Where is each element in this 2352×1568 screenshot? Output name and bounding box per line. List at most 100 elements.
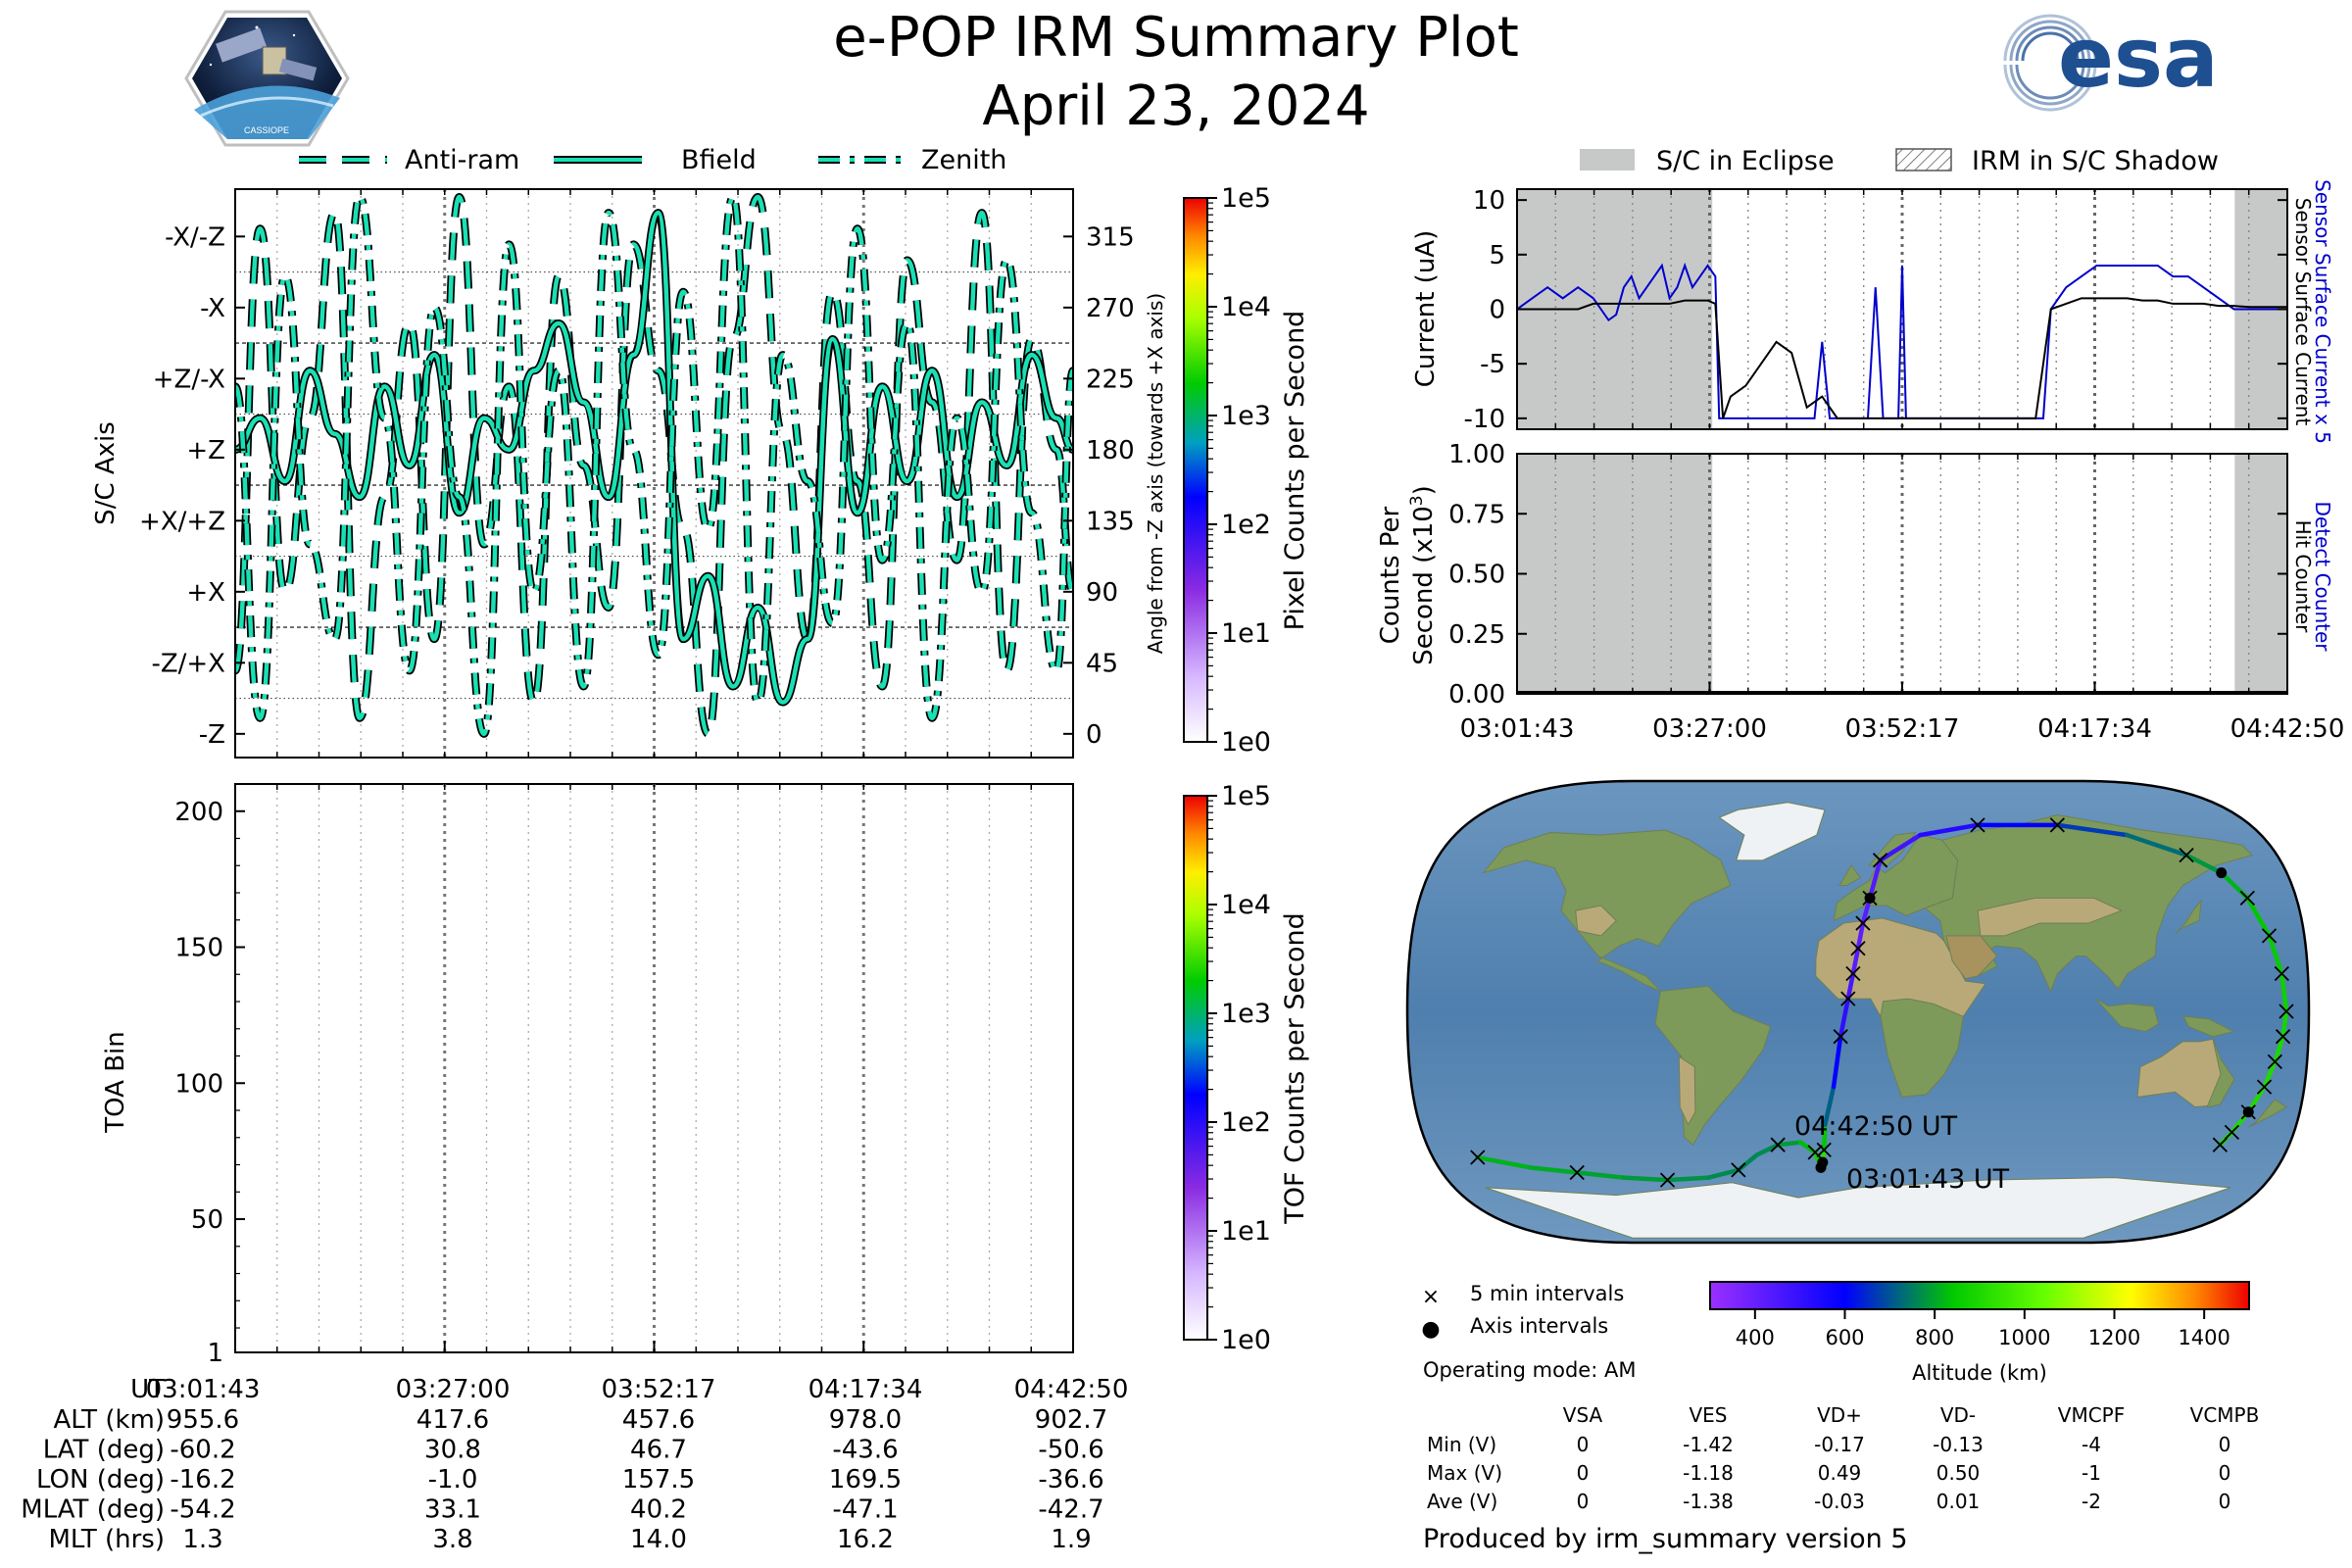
five-min-marker-icon (2049, 817, 2065, 833)
track-segment (1527, 1165, 1580, 1175)
pixel-panel: -X/-Z -X +Z/-X +Z +X/+Z +X -Z/+X -Z 315 270 225 18… (91, 188, 1167, 759)
colorbar-tick-label: 1e1 (1221, 618, 1271, 649)
counts-y-label-line1: Counts Per (1376, 506, 1405, 644)
time-tick-label: 03:27:00 (396, 1375, 511, 1404)
five-min-marker-icon (1850, 941, 1866, 956)
eclipse-region (1517, 454, 1713, 694)
table-cell: -50.6 (1038, 1436, 1103, 1465)
voltage-cell: -1.42 (1683, 1433, 1734, 1456)
track-segment (1845, 971, 1856, 1002)
time-tick-label: 04:42:50 (1014, 1375, 1129, 1404)
track-segment (2183, 853, 2224, 875)
table-cell: 417.6 (416, 1405, 489, 1435)
colorbar-tick-label: 1e0 (1221, 727, 1271, 758)
map-border (1405, 779, 2311, 1245)
voltage-cell: -1 (2082, 1461, 2101, 1485)
track-segment (1775, 1140, 1803, 1148)
table-cell: -60.2 (170, 1436, 235, 1465)
five-min-marker-icon (1845, 965, 1861, 982)
y-tick-label: 50 (191, 1205, 223, 1235)
table-row-label: LAT (deg) (43, 1436, 165, 1465)
colorbar-tick-label: 1e2 (1221, 510, 1271, 540)
time-tick-label: 03:27:00 (1652, 714, 1767, 744)
esa-logo: esa (2001, 10, 2219, 112)
axis-interval-label: Axis intervals (1470, 1314, 1608, 1338)
axis-interval-marker-icon (1817, 1156, 1829, 1168)
voltage-column-header: VD- (1940, 1403, 1976, 1427)
pixel-panel-legend: Anti-ram Bfield Zenith (299, 145, 1006, 175)
y-tick-label-right: 135 (1086, 507, 1135, 536)
altitude-tick-label: 1400 (2178, 1326, 2230, 1349)
track-segment (1821, 1122, 1828, 1152)
colorbar-tick-label: 1e3 (1221, 999, 1271, 1029)
eclipse-legend: S/C in Eclipse IRM in S/C Shadow (1580, 146, 2219, 176)
y-tick-label-right: 225 (1086, 365, 1135, 394)
five-min-marker-icon (2275, 1029, 2291, 1045)
y-tick-label-left: -Z/+X (151, 649, 225, 678)
axis-interval-marker-icon (1864, 892, 1876, 904)
track-segment (1754, 1142, 1781, 1157)
colorbar-tick-label: 1e0 (1221, 1325, 1271, 1355)
voltage-cell: -2 (2082, 1490, 2101, 1513)
voltage-cell: -0.17 (1814, 1433, 1865, 1456)
central-africa (1880, 998, 1964, 1098)
five-min-marker-icon (2212, 1137, 2228, 1152)
track-segment (2262, 1059, 2278, 1090)
voltage-column-header: VES (1689, 1403, 1727, 1427)
operating-mode: Operating mode: AM (1423, 1358, 1636, 1382)
table-cell: 1.3 (182, 1525, 222, 1554)
footer-note: Produced by irm_summary version 5 (1423, 1524, 1908, 1554)
new-guinea (2182, 1015, 2235, 1038)
legend-label: S/C in Eclipse (1656, 146, 1835, 176)
track-segment (2279, 971, 2289, 1014)
table-cell: 157.5 (622, 1465, 695, 1494)
track-segment (2267, 933, 2284, 976)
track-segment (1706, 1167, 1741, 1180)
voltage-cell: 0.49 (1818, 1461, 1862, 1485)
track-segment (1855, 920, 1866, 952)
y-tick-label-left: +X/+Z (139, 507, 225, 536)
voltage-cell: 0 (1577, 1490, 1590, 1513)
y-tick-label: 0.25 (1448, 620, 1505, 650)
y-tick-label-right: 180 (1086, 436, 1135, 466)
five-min-marker-icon (1731, 1162, 1746, 1178)
time-tick-label: 04:17:34 (808, 1375, 923, 1404)
axis-interval-marker-icon (2242, 1106, 2254, 1118)
pixel-y-label: S/C Axis (91, 421, 121, 525)
voltage-column-header: VSA (1563, 1403, 1603, 1427)
y-tick-label: 5 (1489, 241, 1505, 270)
cassiope-logo-text: CASSIOPE (244, 125, 289, 135)
voltage-cell: 0 (2219, 1461, 2231, 1485)
ground-track-map: 04:42:50 UT 03:01:43 UT (1405, 779, 2311, 1245)
voltage-cell: -4 (2082, 1433, 2101, 1456)
voltage-row-label: Max (V) (1427, 1461, 1502, 1485)
table-cell: -47.1 (832, 1495, 898, 1525)
axis-interval-marker-icon (2216, 867, 2228, 879)
five-min-marker-icon (2278, 1004, 2294, 1019)
y-tick-label-left: -Z (199, 720, 225, 750)
time-tick-label: 03:01:43 (146, 1375, 261, 1404)
y-tick-label: 0.00 (1448, 680, 1505, 710)
y-tick-label: 150 (174, 934, 223, 963)
altitude-colorbar: 400 600 800 1000 1200 1400 Altitude (km) (1709, 1281, 2250, 1385)
map-legend: × 5 min intervals ● Axis intervals Opera… (1421, 1282, 1636, 1382)
colorbar-tick-label: 1e4 (1221, 292, 1271, 322)
desert-na (1575, 905, 1617, 937)
voltage-cell: 0 (2219, 1490, 2231, 1513)
pixel-traces (235, 193, 1073, 738)
five-min-marker-icon (1659, 1172, 1676, 1188)
tof-colorbar: 1e5 1e4 1e3 1e2 1e1 1e0 TOF Counts per Second (1183, 781, 1310, 1355)
current-y-right-blue: Sensor Surface Current x 5 (2311, 179, 2334, 444)
five-min-marker-icon (2261, 928, 2278, 944)
page-title: e-POP IRM Summary Plot (833, 6, 1519, 70)
track-segment (1475, 1154, 1533, 1170)
voltage-cell: 0 (2219, 1433, 2231, 1456)
legend-label: Zenith (921, 145, 1006, 175)
y-tick-label-left: +Z/-X (153, 365, 225, 394)
legend-label: Bfield (681, 145, 757, 175)
voltage-cell: 0.50 (1936, 1461, 1981, 1485)
track-segment (2055, 822, 2130, 838)
altitude-colorbar-label: Altitude (km) (1912, 1361, 2047, 1385)
